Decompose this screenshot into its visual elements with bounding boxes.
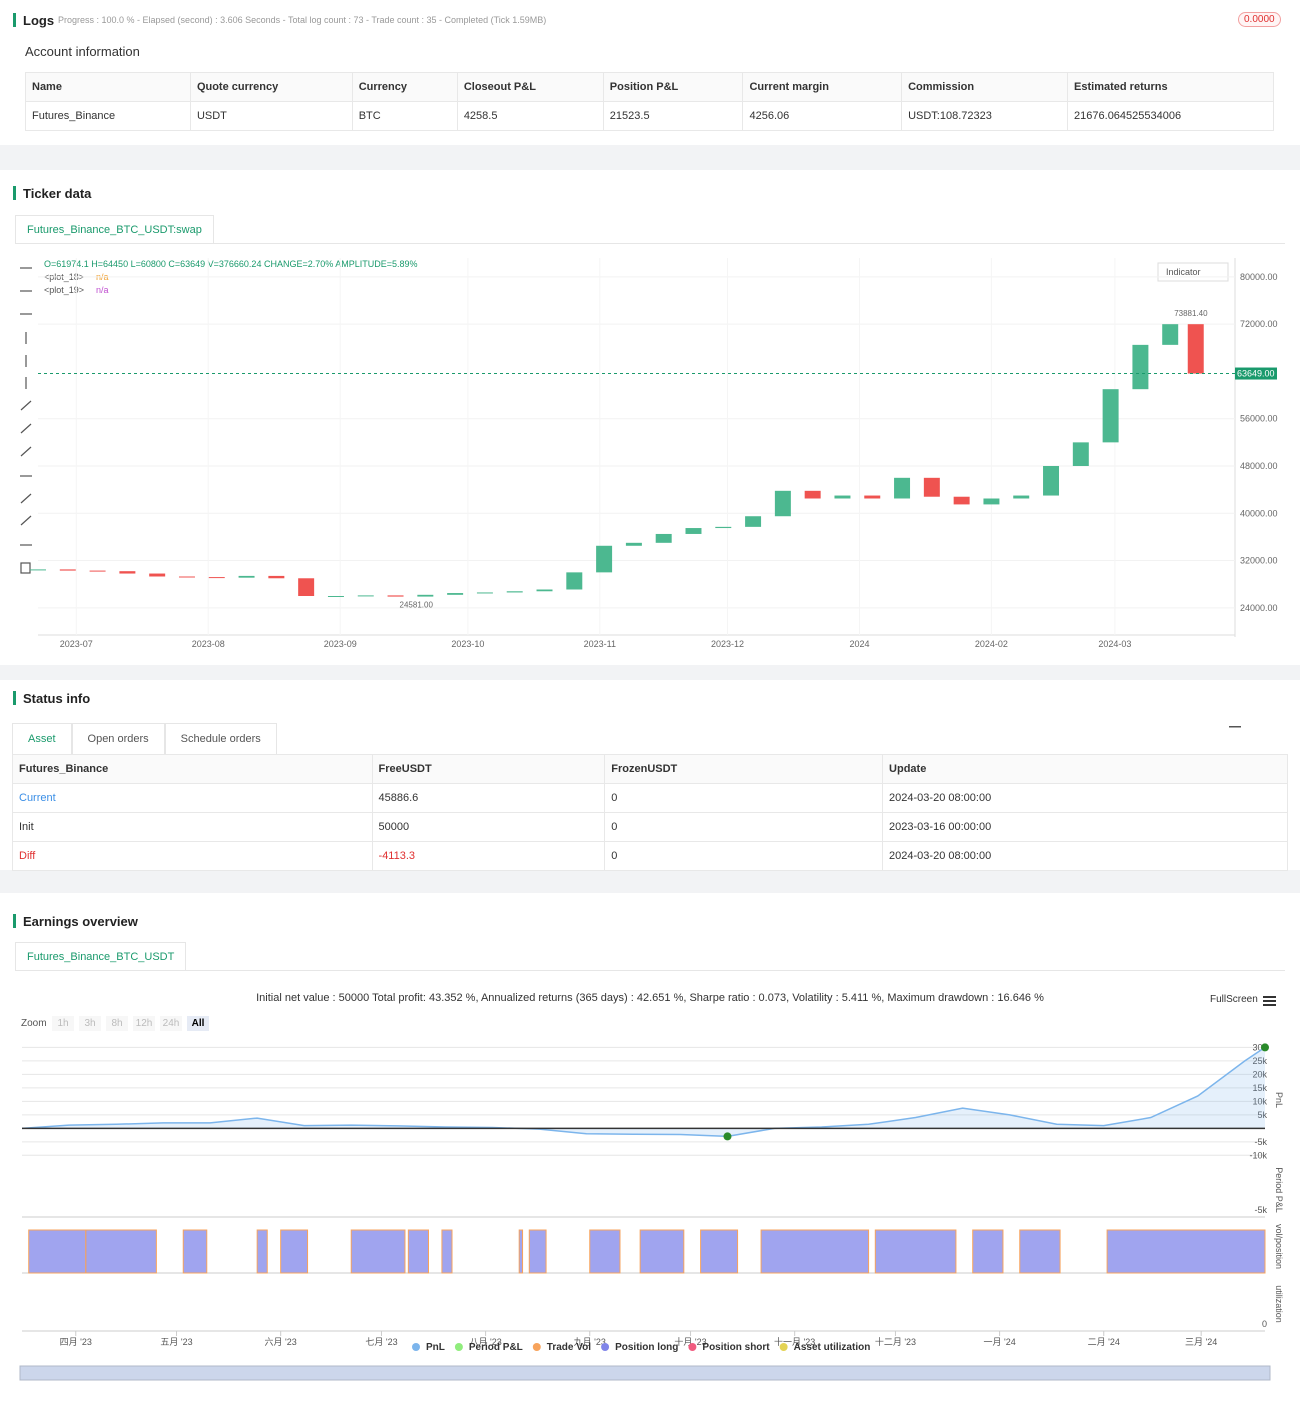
stats: Initial net value : 50000 Total profit: … — [256, 992, 1044, 1004]
cell: 0 — [604, 783, 884, 813]
row: Current 45886.6 0 2024-03-20 08:00:00 — [12, 783, 1288, 813]
column-header: Currency — [351, 72, 458, 102]
accent — [13, 13, 16, 27]
cell: 2023-03-16 00:00:00 — [882, 812, 1288, 842]
column-header: Estimated returns — [1067, 72, 1274, 102]
cell: Current — [12, 783, 373, 813]
accent — [13, 914, 16, 928]
logs-section: Logs Progress : 100.0 % - Elapsed (secon… — [0, 0, 1300, 145]
cell: 45886.6 — [371, 783, 606, 813]
zoom-button[interactable]: 1h — [52, 1016, 74, 1031]
cell: 2024-03-20 08:00:00 — [882, 783, 1288, 813]
accent — [13, 691, 16, 705]
ticker-tab[interactable]: Futures_Binance_BTC_USDT:swap — [15, 215, 214, 244]
fullscreen[interactable]: FullScreen — [1210, 994, 1258, 1005]
header-row: Futures_Binance FreeUSDT FrozenUSDT Update — [12, 754, 1288, 784]
earnings-title: Earnings overview — [23, 914, 138, 929]
column-header: FreeUSDT — [371, 754, 606, 784]
cell: 2024-03-20 08:00:00 — [882, 841, 1288, 871]
cell: -4113.3 — [371, 841, 606, 871]
badge: 0.0000 — [1238, 12, 1281, 27]
divider — [15, 970, 1285, 971]
zoom-button[interactable]: All — [187, 1016, 209, 1031]
zoom-button[interactable]: 3h — [79, 1016, 101, 1031]
cell: USDT:108.72323 — [901, 101, 1069, 131]
status-tab[interactable]: Asset — [12, 723, 72, 754]
cell: Futures_Binance — [25, 101, 191, 131]
column-header: Update — [882, 754, 1288, 784]
cell: 0 — [604, 841, 884, 871]
status-tab[interactable]: Open orders — [71, 723, 165, 754]
zoom-button[interactable]: 8h — [106, 1016, 128, 1031]
row: Futures_Binance USDT BTC 4258.5 21523.5 4256.… — [25, 101, 1274, 131]
cell: Diff — [12, 841, 373, 871]
status-table: Futures_Binance FreeUSDT FrozenUSDT Update C… — [12, 754, 1288, 871]
cell: Init — [12, 812, 373, 842]
zoom-label: Zoom — [21, 1018, 47, 1029]
cell: 4256.06 — [742, 101, 903, 131]
cell: 50000 — [371, 812, 606, 842]
zoom-button[interactable]: 12h — [133, 1016, 155, 1031]
header-row: Name Quote currency Currency Closeout P&L Po… — [25, 72, 1274, 102]
ticker-section: Ticker data Futures_Binance_BTC_USDT:swa… — [0, 170, 1300, 665]
accent — [13, 186, 16, 200]
row: Init 50000 0 2023-03-16 00:00:00 — [12, 812, 1288, 842]
column-header: Commission — [901, 72, 1069, 102]
cell: 4258.5 — [456, 101, 604, 131]
earnings-section: Earnings overview Futures_Binance_BTC_US… — [0, 893, 1300, 1403]
zoom-button[interactable]: 24h — [160, 1016, 182, 1031]
progress: Progress : 100.0 % - Elapsed (second) : … — [58, 15, 547, 25]
status-section: Status info Asset Open orders Schedule ord… — [0, 680, 1300, 871]
column-header: Position P&L — [602, 72, 744, 102]
status-tab[interactable]: Schedule orders — [164, 723, 277, 754]
logs-title: Logs — [23, 13, 55, 28]
earnings-tab[interactable]: Futures_Binance_BTC_USDT — [15, 942, 187, 971]
cell: BTC — [351, 101, 458, 131]
ticker-title: Ticker data — [23, 186, 92, 201]
column-header: Futures_Binance — [12, 754, 373, 784]
cell: 0 — [604, 812, 884, 842]
column-header: Name — [25, 72, 191, 102]
status-title: Status info — [23, 691, 91, 706]
cell: 21676.064525534006 — [1067, 101, 1274, 131]
cell: 21523.5 — [602, 101, 744, 131]
row: Diff -4113.3 0 2024-03-20 08:00:00 — [12, 841, 1288, 871]
column-header: Quote currency — [189, 72, 353, 102]
column-header: FrozenUSDT — [604, 754, 884, 784]
cell: USDT — [189, 101, 353, 131]
column-header: Closeout P&L — [456, 72, 604, 102]
divider — [15, 243, 1285, 244]
account-title: Account information — [25, 44, 140, 59]
column-header: Current margin — [742, 72, 903, 102]
account-table: Name Quote currency Currency Closeout P&L Po… — [25, 72, 1274, 131]
